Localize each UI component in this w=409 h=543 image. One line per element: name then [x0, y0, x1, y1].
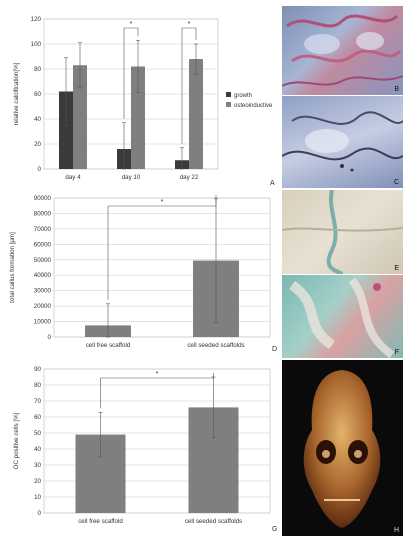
image-panel-b: B: [282, 6, 403, 95]
x-tick-label: day 10: [122, 174, 141, 181]
x-tick-label: cell seeded scaffolds: [187, 342, 244, 349]
histology-f-graphic: [289, 277, 395, 358]
y-axis-label: total callus formation [µm]: [9, 232, 16, 303]
significance-marker: *: [156, 371, 159, 378]
legend-swatch: [226, 102, 231, 107]
y-tick-label: 10000: [34, 319, 52, 326]
significance-marker: *: [188, 21, 191, 28]
panel-letter-a: A: [270, 180, 275, 187]
y-tick-label: 20000: [34, 303, 52, 310]
x-tick-label: day 22: [180, 174, 199, 181]
significance-bracket: [100, 373, 214, 409]
skull-ct-graphic: [303, 370, 381, 528]
y-axis-label: relative calcification[%]: [13, 62, 20, 125]
y-tick-label: 10: [34, 494, 41, 501]
x-tick-label: cell free scaffold: [78, 518, 123, 525]
histology-b-graphic: [282, 14, 403, 87]
legend-label: osteoinductive: [234, 103, 273, 109]
significance-bracket: [181, 27, 197, 144]
y-tick-label: 50: [34, 430, 41, 437]
y-tick-label: 100: [31, 41, 42, 48]
panel-letter-b: B: [394, 86, 399, 93]
y-axis-label: OC positive cells [%]: [13, 412, 20, 469]
y-tick-label: 120: [31, 16, 42, 23]
y-tick-label: 70: [34, 398, 41, 405]
legend-swatch: [226, 92, 231, 97]
y-tick-label: 60000: [34, 241, 52, 248]
y-tick-label: 30000: [34, 288, 52, 295]
chart-d-svg: 0 10000 20000 30000 40000 50000 60000 70000 8000…: [9, 194, 271, 349]
y-tick-label: 90000: [34, 195, 52, 202]
y-tick-label: 40: [34, 446, 41, 453]
y-tick-label: 80000: [34, 210, 52, 217]
y-tick-label: 20: [34, 141, 41, 148]
bar: [131, 66, 145, 169]
y-tick-label: 40: [34, 116, 41, 123]
x-tick-label: cell seeded scaffolds: [185, 518, 242, 525]
panel-letter-h: H: [393, 527, 399, 534]
panel-letter-c: C: [393, 179, 399, 186]
y-tick-label: 0: [38, 510, 42, 517]
y-tick-label: 0: [38, 166, 42, 173]
bar: [59, 91, 73, 169]
panel-letter-g: G: [272, 526, 278, 533]
y-tick-label: 80: [34, 382, 41, 389]
image-panel-e: E: [282, 190, 403, 274]
y-tick-label: 60: [34, 91, 41, 98]
y-tick-label: 70000: [34, 226, 52, 233]
significance-marker: *: [130, 21, 133, 28]
chart-a-svg: 0 20 40 60 80 100 120 relative calcification[%]…: [13, 16, 273, 181]
y-tick-label: 80: [34, 66, 41, 73]
chart-g-svg: 0 10 20 30 40 50 60 70 80 90 OC positive cells [%]…: [13, 366, 271, 525]
x-tick-label: cell free scaffold: [86, 342, 131, 349]
histology-e-graphic: [282, 190, 403, 274]
panel-letter-d: D: [272, 346, 278, 353]
y-tick-label: 0: [48, 334, 52, 341]
y-tick-label: 30: [34, 462, 41, 469]
x-tick-label: day 4: [65, 174, 81, 181]
panel-letter-e: E: [394, 265, 399, 272]
y-tick-label: 90: [34, 366, 41, 373]
image-panel-f: F: [282, 275, 403, 358]
y-tick-label: 40000: [34, 272, 52, 279]
significance-bracket: [107, 194, 217, 300]
legend-label: growth: [234, 93, 252, 99]
histology-c-graphic: [282, 111, 403, 172]
bar: [73, 65, 87, 169]
image-panel-c: C: [282, 96, 403, 188]
significance-bracket: [123, 27, 139, 119]
significance-marker: *: [161, 199, 164, 206]
bar: [189, 59, 203, 169]
chart-panel-g: 0 10 20 30 40 50 60 70 80 90 OC positive cells [%]…: [6, 360, 281, 536]
panel-letter-f: F: [394, 349, 399, 356]
chart-panel-d: 0 10000 20000 30000 40000 50000 60000 70000 8000…: [6, 190, 281, 358]
y-tick-label: 50000: [34, 257, 52, 264]
y-tick-label: 20: [34, 478, 41, 485]
chart-panel-a: 0 20 40 60 80 100 120 relative calcification[%]…: [6, 6, 281, 188]
image-panel-h: H: [282, 360, 403, 536]
y-tick-label: 60: [34, 414, 41, 421]
